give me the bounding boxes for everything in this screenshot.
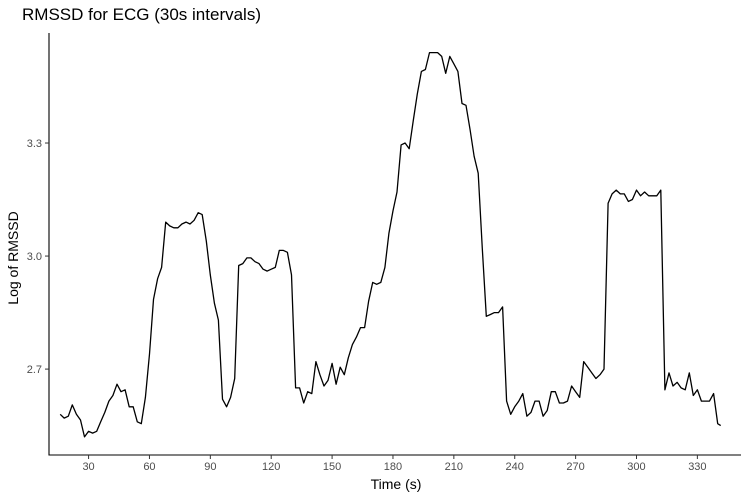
x-tick-label: 60 bbox=[143, 461, 155, 473]
y-tick-label: 2.7 bbox=[27, 364, 42, 376]
x-tick-label: 180 bbox=[384, 461, 402, 473]
y-tick-label: 3.3 bbox=[27, 138, 42, 150]
x-tick-label: 210 bbox=[445, 461, 463, 473]
x-tick-label: 90 bbox=[204, 461, 216, 473]
y-axis-ticks: 2.7 3.0 3.3 bbox=[27, 138, 49, 376]
x-tick-label: 240 bbox=[506, 461, 524, 473]
x-tick-label: 300 bbox=[627, 461, 645, 473]
y-axis-title: Log of RMSSD bbox=[5, 211, 21, 304]
x-axis-ticks: 30 60 90 120 150 180 210 240 270 300 330 bbox=[82, 455, 707, 473]
x-axis-title: Time (s) bbox=[371, 476, 422, 492]
series-group bbox=[59, 51, 722, 438]
axes bbox=[48, 33, 741, 456]
x-tick-label: 150 bbox=[323, 461, 341, 473]
chart-title: RMSSD for ECG (30s intervals) bbox=[22, 5, 261, 24]
x-tick-label: 30 bbox=[82, 461, 94, 473]
y-tick-label: 3.0 bbox=[27, 251, 42, 263]
x-tick-label: 270 bbox=[566, 461, 584, 473]
x-tick-label: 120 bbox=[262, 461, 280, 473]
series-line bbox=[59, 51, 722, 438]
x-tick-label: 330 bbox=[688, 461, 706, 473]
